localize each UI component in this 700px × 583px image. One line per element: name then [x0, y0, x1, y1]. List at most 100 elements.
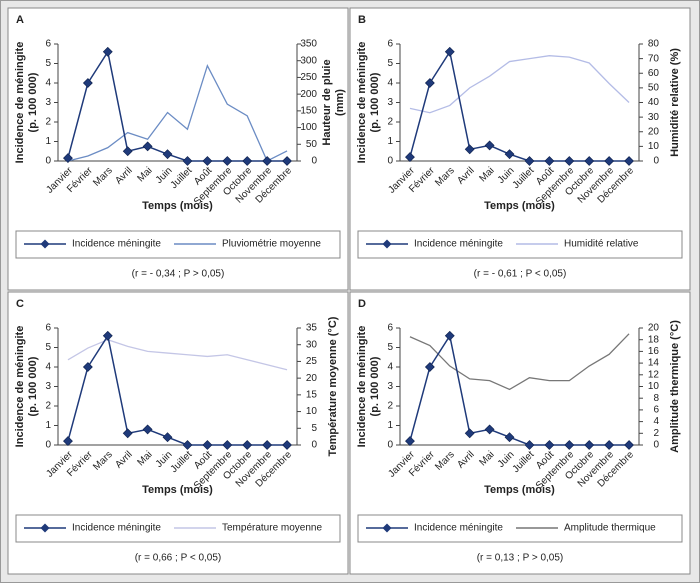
- data-point: [584, 156, 595, 166]
- y-tick-label: 3: [387, 381, 393, 392]
- data-point: [464, 428, 475, 439]
- data-point: [504, 149, 515, 160]
- y-axis-label: Incidence de méningite: [14, 42, 26, 164]
- data-point: [142, 141, 153, 152]
- y2-tick-label: 60: [648, 68, 660, 79]
- y2-tick-label: 4: [653, 416, 659, 427]
- y2-tick-label: 20: [306, 373, 318, 384]
- series-line: [409, 333, 630, 391]
- y-tick-label: 4: [387, 362, 393, 373]
- series-line: [409, 55, 630, 114]
- data-point: [102, 46, 113, 57]
- y2-axis-label: (mm): [334, 89, 346, 116]
- y2-axis-label: Température moyenne (°C): [327, 316, 339, 456]
- y2-tick-label: 0: [311, 156, 317, 167]
- y-tick-label: 6: [387, 323, 393, 334]
- y-tick-label: 0: [45, 440, 51, 451]
- y2-tick-label: 14: [648, 358, 660, 369]
- data-point: [544, 156, 555, 166]
- data-point: [202, 440, 213, 450]
- x-axis-label: Temps (mois): [142, 484, 213, 496]
- y-tick-label: 4: [45, 78, 51, 89]
- y2-tick-label: 70: [648, 53, 660, 64]
- x-axis-label: Temps (mois): [142, 200, 213, 212]
- y-axis-label: (p. 100 000): [369, 72, 381, 132]
- y2-tick-label: 200: [300, 89, 317, 100]
- y-axis-label: Incidence de méningite: [356, 326, 368, 448]
- data-point: [242, 156, 253, 166]
- data-point: [122, 428, 133, 439]
- y-tick-label: 4: [45, 362, 51, 373]
- y2-tick-label: 80: [648, 39, 660, 50]
- data-point: [202, 156, 213, 166]
- legend-label: Humidité relative: [564, 239, 639, 250]
- y-tick-label: 0: [45, 156, 51, 167]
- data-point: [444, 330, 455, 341]
- y-tick-label: 2: [45, 117, 51, 128]
- data-point: [63, 436, 73, 447]
- y2-tick-label: 100: [300, 122, 317, 133]
- x-axis-label: Temps (mois): [484, 200, 555, 212]
- y2-tick-label: 150: [300, 105, 317, 116]
- y2-tick-label: 25: [306, 356, 318, 367]
- y-tick-label: 6: [45, 39, 51, 50]
- data-point: [604, 440, 615, 450]
- legend-label: Incidence méningite: [414, 523, 503, 534]
- data-point: [182, 440, 193, 450]
- panel-letter: D: [358, 298, 366, 310]
- y-tick-label: 0: [387, 440, 393, 451]
- y2-tick-label: 2: [653, 428, 659, 439]
- data-point: [122, 146, 133, 157]
- y2-tick-label: 16: [648, 346, 660, 357]
- y2-tick-label: 0: [653, 440, 659, 451]
- y2-tick-label: 300: [300, 55, 317, 66]
- y-tick-label: 2: [45, 401, 51, 412]
- annotation: (r = 0,66 ; P < 0,05): [135, 553, 222, 564]
- legend-label: Pluviométrie moyenne: [222, 239, 321, 250]
- y-axis-label: (p. 100 000): [27, 356, 39, 416]
- y-tick-label: 1: [45, 136, 51, 147]
- data-point: [484, 424, 495, 435]
- y-tick-label: 4: [387, 78, 393, 89]
- data-point: [162, 432, 173, 443]
- y-tick-label: 1: [387, 136, 393, 147]
- data-point: [464, 144, 475, 155]
- y-tick-label: 3: [45, 381, 51, 392]
- y2-tick-label: 12: [648, 369, 660, 380]
- data-point: [564, 440, 575, 450]
- y-tick-label: 2: [387, 401, 393, 412]
- y2-tick-label: 18: [648, 334, 660, 345]
- y2-axis-label: Hauteur de pluie: [321, 59, 333, 145]
- y-tick-label: 5: [387, 342, 393, 353]
- y2-axis-label: Amplitude thermique (°C): [669, 320, 681, 453]
- y-tick-label: 1: [387, 420, 393, 431]
- y2-tick-label: 0: [311, 440, 317, 451]
- data-point: [424, 78, 435, 88]
- data-point: [282, 156, 292, 166]
- panel-letter: C: [16, 298, 24, 310]
- y-tick-label: 6: [45, 323, 51, 334]
- data-point: [424, 362, 435, 372]
- y2-tick-label: 250: [300, 72, 317, 83]
- legend-label: Incidence méningite: [414, 239, 503, 250]
- data-point: [524, 156, 535, 166]
- y-tick-label: 0: [387, 156, 393, 167]
- y2-tick-label: 350: [300, 39, 317, 50]
- panel-letter: B: [358, 14, 366, 26]
- legend-label: Amplitude thermique: [564, 523, 656, 534]
- data-point: [222, 156, 233, 166]
- data-point: [222, 440, 233, 450]
- legend-marker: [382, 523, 392, 533]
- series-line: [67, 64, 288, 162]
- y2-tick-label: 20: [648, 126, 660, 137]
- data-point: [102, 330, 113, 341]
- y2-tick-label: 50: [648, 83, 660, 94]
- y2-tick-label: 8: [653, 393, 659, 404]
- data-point: [624, 440, 634, 450]
- data-point: [624, 156, 634, 166]
- y-axis-label: (p. 100 000): [27, 72, 39, 132]
- y2-tick-label: 35: [306, 323, 318, 334]
- y-tick-label: 5: [45, 342, 51, 353]
- y2-tick-label: 10: [648, 381, 660, 392]
